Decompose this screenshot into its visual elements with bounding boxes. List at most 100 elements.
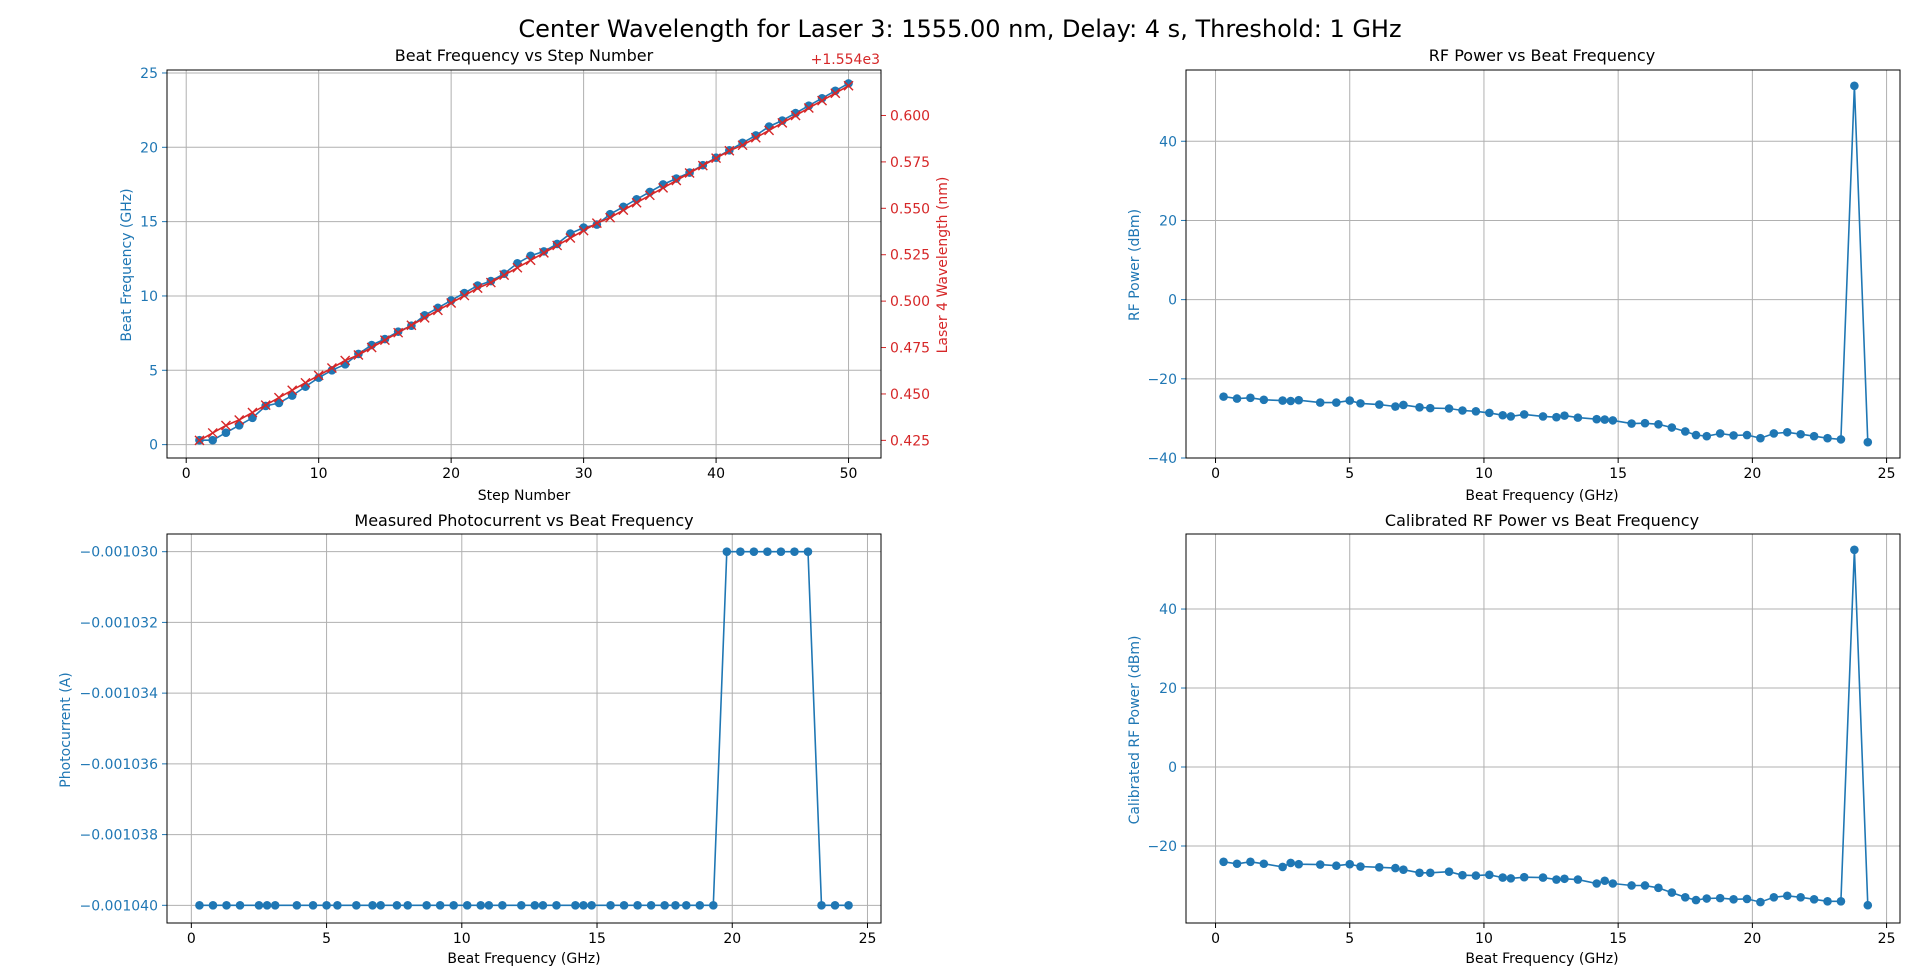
data-point [1836, 896, 1846, 906]
y2-tick-label: 0.550 [890, 201, 930, 217]
data-point [308, 901, 318, 910]
data-point [1458, 870, 1467, 880]
data-point-x-marker [605, 212, 616, 223]
data-point-x-marker [512, 262, 523, 273]
data-point [254, 901, 264, 910]
data-point [633, 901, 642, 910]
data-point [1600, 415, 1610, 424]
y-tick-label: 0 [149, 438, 158, 454]
data-point [1232, 859, 1242, 869]
data-point [248, 413, 257, 423]
panel-title: Measured Photocurrent vs Beat Frequency [354, 511, 693, 530]
data-point [1560, 411, 1569, 420]
data-point [1374, 400, 1384, 409]
y-tick-label: −0.001032 [79, 615, 158, 631]
data-point [352, 901, 361, 910]
data-point [327, 365, 337, 375]
data-point-x-marker [764, 125, 775, 136]
data-point [709, 901, 718, 910]
data-point [1399, 865, 1408, 874]
data-point [368, 901, 377, 910]
data-point [1259, 859, 1269, 869]
plot-frame [1185, 533, 1901, 924]
y-tick-label: 20 [140, 140, 158, 156]
y-tick-label: 0 [1168, 760, 1177, 776]
data-point [1345, 396, 1355, 405]
data-point [804, 101, 814, 110]
data-point [322, 901, 331, 910]
data-point [422, 901, 431, 910]
y-tick-label: −0.001030 [79, 545, 158, 561]
data-point [1415, 403, 1424, 412]
x-tick-label: 20 [1743, 466, 1761, 482]
data-point [791, 108, 800, 118]
data-point [830, 86, 840, 96]
data-point-x-marker [658, 182, 669, 193]
data-point-x-marker [419, 312, 430, 323]
data-point [235, 901, 245, 910]
data-point [1458, 406, 1467, 415]
data-point-x-marker [207, 427, 218, 438]
plot-frame [166, 69, 882, 459]
x-axis-label: Beat Frequency (GHz) [1465, 488, 1618, 504]
data-point [1742, 894, 1752, 904]
y2-offset-label: +1.554e3 [811, 52, 880, 68]
data-point [1823, 896, 1832, 906]
data-point [1278, 862, 1287, 872]
y2-tick-label: 0.450 [890, 387, 930, 403]
data-point [1756, 897, 1765, 907]
data-point [333, 901, 342, 910]
data-point [1259, 395, 1269, 405]
data-point-x-marker [750, 132, 761, 143]
x-tick-label: 10 [1475, 466, 1493, 482]
data-point [376, 901, 385, 910]
data-point-x-marker [300, 377, 311, 388]
data-point [435, 901, 445, 910]
data-point-x-marker [313, 370, 324, 381]
data-point [681, 901, 691, 910]
data-point [1345, 859, 1355, 869]
data-point-x-marker [472, 283, 483, 294]
data-point-x-marker [843, 80, 854, 91]
data-point [1715, 429, 1725, 438]
y-tick-label: 20 [1159, 213, 1177, 229]
data-point [1278, 396, 1287, 405]
data-point-x-marker [817, 95, 828, 106]
series-line-wavelength [199, 85, 849, 442]
x-tick-label: 20 [723, 931, 741, 947]
data-point [1519, 872, 1529, 882]
y-tick-label: 40 [1159, 602, 1177, 618]
data-point-x-marker [684, 168, 695, 179]
data-point [1809, 431, 1819, 441]
y2-tick-label: 0.600 [890, 108, 930, 124]
panel-measured-photocurrent-vs-beat-frequency: Measured Photocurrent vs Beat Frequency … [58, 511, 882, 967]
data-point [1286, 396, 1295, 406]
data-point-x-marker [525, 255, 536, 266]
data-point-x-marker [459, 290, 470, 301]
data-point-x-marker [499, 270, 510, 281]
y-tick-label: 25 [140, 66, 158, 82]
data-point-x-marker [353, 349, 364, 360]
data-point-x-marker [260, 400, 271, 411]
data-point [1769, 429, 1779, 438]
data-point-x-marker [406, 320, 417, 331]
data-point [1702, 431, 1712, 441]
x-tick-label: 20 [442, 466, 460, 482]
data-point [1425, 403, 1435, 413]
data-point [484, 901, 494, 910]
data-point-x-marker [631, 197, 642, 208]
data-point [1680, 893, 1690, 902]
y-tick-label: 15 [140, 215, 158, 231]
data-point [571, 901, 580, 910]
data-point [1729, 895, 1738, 904]
data-point [1627, 419, 1636, 428]
y-tick-label: −40 [1147, 451, 1177, 467]
data-point [1608, 879, 1618, 888]
data-point [803, 547, 813, 556]
data-point [262, 901, 272, 910]
data-point [1573, 875, 1583, 884]
data-point [1654, 420, 1663, 429]
y-tick-label: −20 [1147, 372, 1177, 388]
data-point-x-marker [803, 103, 814, 114]
